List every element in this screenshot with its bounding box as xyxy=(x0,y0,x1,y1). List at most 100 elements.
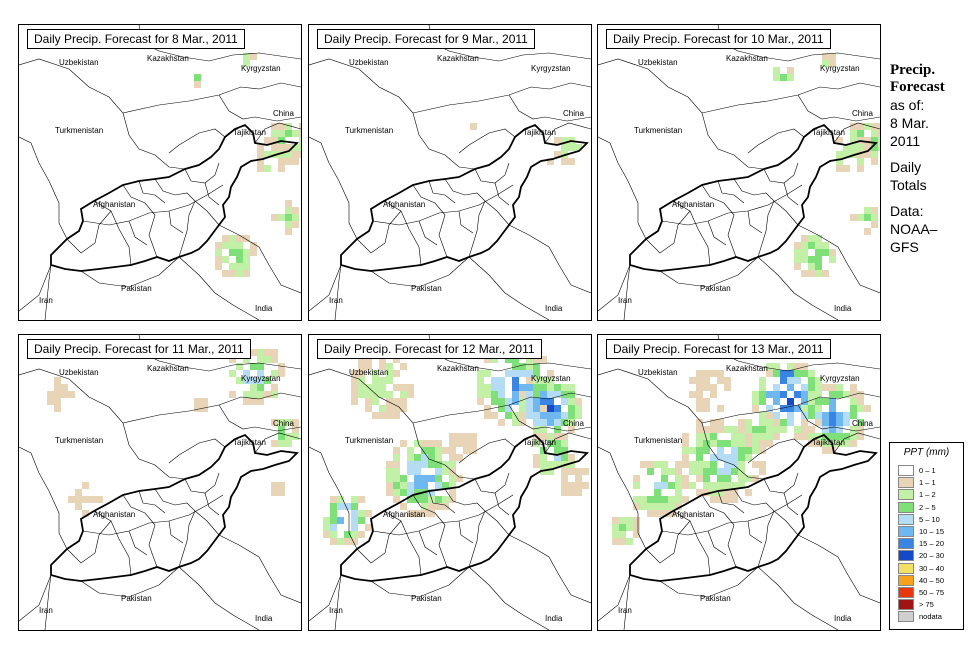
precip-cell xyxy=(299,130,301,137)
country-border xyxy=(254,432,301,454)
precip-cell xyxy=(561,475,568,482)
precip-cell xyxy=(533,370,540,377)
precip-cell xyxy=(682,440,689,447)
precip-cell xyxy=(836,158,843,165)
precip-cell xyxy=(633,517,640,524)
precip-cell xyxy=(330,538,337,545)
country-label-kyrgyzstan: Kyrgyzstan xyxy=(531,374,571,383)
country-label-afghanistan: Afghanistan xyxy=(383,510,425,519)
precip-cell xyxy=(351,370,358,377)
precip-cell xyxy=(794,263,801,270)
precip-cell xyxy=(351,517,358,524)
precip-cell xyxy=(745,419,752,426)
legend-label: 0 – 1 xyxy=(919,466,936,475)
precip-cell xyxy=(745,426,752,433)
precip-cell xyxy=(386,461,393,468)
forecast-panel-1: Daily Precip. Forecast for 8 Mar., 2011 … xyxy=(18,24,302,321)
precip-cell xyxy=(540,461,547,468)
precip-cell xyxy=(505,398,512,405)
precip-cell xyxy=(484,405,491,412)
precip-cell xyxy=(365,356,372,363)
precip-cell xyxy=(407,447,414,454)
precip-cell xyxy=(773,67,780,74)
precip-cell xyxy=(766,370,773,377)
precip-cell xyxy=(703,489,710,496)
province-border xyxy=(383,510,422,576)
country-label-china: China xyxy=(273,109,294,118)
precip-cell xyxy=(668,503,675,510)
province-border xyxy=(773,200,799,226)
precip-cell xyxy=(794,242,801,249)
country-border xyxy=(19,58,186,170)
province-border xyxy=(93,510,132,576)
precip-cells xyxy=(194,53,301,277)
precip-cell xyxy=(575,489,582,496)
precip-cell xyxy=(836,412,843,419)
precip-cell xyxy=(540,419,547,426)
precip-cell xyxy=(745,440,752,447)
precip-cell xyxy=(724,468,731,475)
precip-cell xyxy=(752,405,759,412)
precip-cell xyxy=(561,412,568,419)
precip-cell xyxy=(871,123,878,130)
precip-cell xyxy=(428,503,435,510)
precip-cell xyxy=(738,454,745,461)
precip-cell xyxy=(822,440,829,447)
precip-cell xyxy=(75,503,82,510)
precip-cell xyxy=(682,496,689,503)
precip-cell xyxy=(773,370,780,377)
precip-cell xyxy=(619,517,626,524)
legend-item: 40 – 50 xyxy=(898,574,958,586)
precip-cell xyxy=(512,398,519,405)
precip-cell xyxy=(647,510,654,517)
precip-cell xyxy=(864,228,871,235)
precip-cell xyxy=(745,433,752,440)
precip-cell xyxy=(843,440,850,447)
precip-cell xyxy=(822,419,829,426)
province-border xyxy=(383,200,422,266)
precip-cell xyxy=(766,426,773,433)
precip-cell xyxy=(257,356,264,363)
precip-cell xyxy=(822,270,829,277)
precip-cell xyxy=(794,363,801,370)
precip-cell xyxy=(682,454,689,461)
caption-data-1: Data: xyxy=(890,203,924,219)
precip-cell xyxy=(822,398,829,405)
precip-cell xyxy=(250,398,257,405)
precip-cell xyxy=(568,412,575,419)
precip-cell xyxy=(264,377,271,384)
precip-cell xyxy=(337,517,344,524)
precip-cell xyxy=(738,426,745,433)
precip-cell xyxy=(836,165,843,172)
precip-cell xyxy=(414,468,421,475)
precip-cell xyxy=(561,398,568,405)
precip-cell xyxy=(540,391,547,398)
country-label-china: China xyxy=(852,419,873,428)
precip-cell xyxy=(731,468,738,475)
precip-cell xyxy=(257,377,264,384)
province-border xyxy=(458,210,474,234)
precip-cell xyxy=(250,363,257,370)
country-border xyxy=(747,438,805,464)
precip-cell xyxy=(498,398,505,405)
province-border xyxy=(672,510,711,576)
precip-cell xyxy=(696,391,703,398)
precip-cell xyxy=(561,144,568,151)
precip-cell xyxy=(773,433,780,440)
precip-cell xyxy=(787,398,794,405)
precip-cell xyxy=(745,489,752,496)
precip-cell xyxy=(285,151,292,158)
precip-cell xyxy=(766,363,773,370)
precip-cell xyxy=(257,398,264,405)
precip-cell xyxy=(449,496,456,503)
precip-cell xyxy=(696,405,703,412)
precip-cell xyxy=(822,242,829,249)
country-label-kyrgyzstan: Kyrgyzstan xyxy=(820,374,860,383)
legend-swatch xyxy=(898,526,914,537)
precip-cell xyxy=(554,137,561,144)
precip-cell xyxy=(540,398,547,405)
precip-cell xyxy=(829,384,836,391)
precip-cell xyxy=(682,433,689,440)
precip-cell xyxy=(533,419,540,426)
precip-cell xyxy=(257,349,264,356)
